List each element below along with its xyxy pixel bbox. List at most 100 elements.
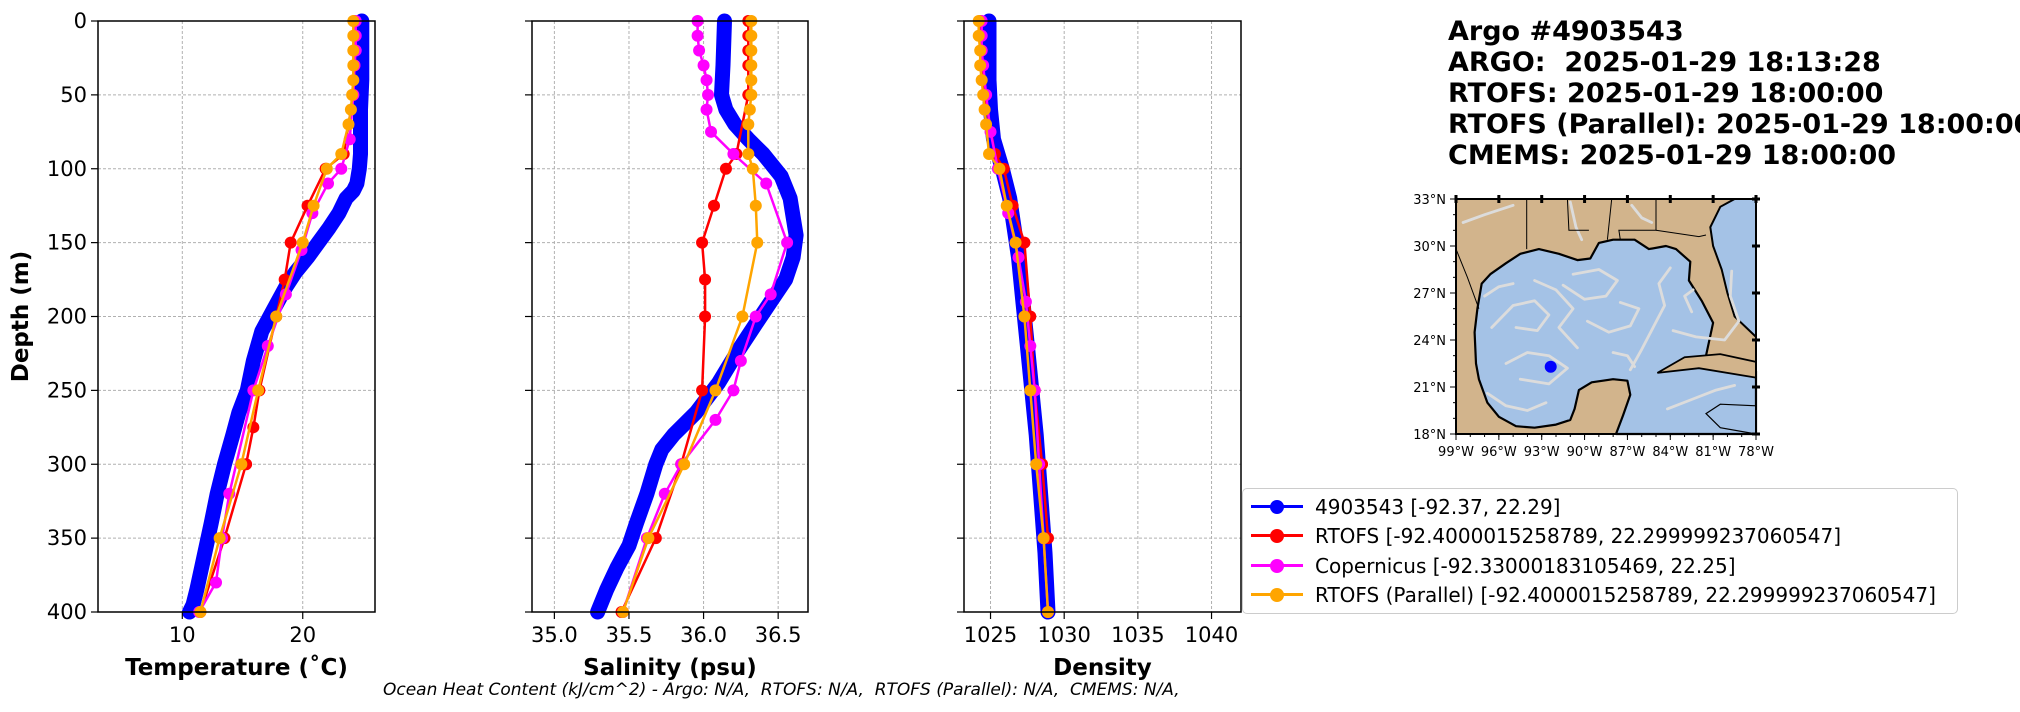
title-line-argo: ARGO: 2025-01-29 18:13:28 [1448,47,1881,78]
data-point-rtofs_parallel [307,199,320,212]
profile-panel-2: 35.0 35.5 36.0 36.5 Salinity (psu) [525,13,809,681]
data-point-rtofs_parallel [742,118,755,131]
data-point-rtofs_parallel [745,44,758,57]
legend-marker [1251,581,1303,609]
data-point-copernicus [702,88,715,101]
data-point-rtofs_parallel [342,118,355,131]
data-point-copernicus [697,59,710,72]
y-tick-label: 250 [47,378,87,402]
x-tick-label: 1030 [1037,623,1090,647]
y-tick-label: 200 [47,305,87,329]
lat-tick-label: 18°N [1413,428,1446,443]
streamline [1586,300,1641,334]
data-point-copernicus [764,288,777,301]
data-point-copernicus [705,125,718,138]
data-point-rtofs_parallel [974,59,987,72]
title-line-cmems: CMEMS: 2025-01-29 18:00:00 [1448,140,1897,171]
x-tick-label: 36.0 [680,623,727,647]
data-point-rtofs [708,199,721,212]
data-point-copernicus [210,576,223,589]
data-point-rtofs_parallel [1009,236,1022,249]
data-point-rtofs_parallel [347,74,360,87]
data-point-rtofs_parallel [347,44,360,57]
data-point-rtofs_parallel [678,458,691,471]
y-tick-label: 300 [47,452,87,476]
streamline [1490,299,1551,333]
profile-panel-1: 0 50 100 150 200 250 300 350 400 10 20 Temperature … [8,9,376,681]
data-point-rtofs_parallel [1030,458,1043,471]
data-point-rtofs_parallel [972,29,985,42]
legend-marker [1251,522,1303,550]
x-tick-label: 36.5 [755,623,802,647]
data-point-rtofs_parallel [346,88,359,101]
data-point-rtofs_parallel [235,458,248,471]
data-point-copernicus [700,103,713,116]
data-point-rtofs_parallel [974,44,987,57]
legend-item-argo: 4903543 [-92.37, 22.29] [1251,493,1560,521]
state-border [1606,198,1613,240]
lon-tick-label: 84°W [1652,445,1688,460]
data-point-rtofs_parallel [751,236,764,249]
legend-item-rtofs: RTOFS [-92.4000015258789, 22.29999923706… [1251,522,1841,550]
data-point-rtofs_parallel [745,74,758,87]
streamline [1561,268,1619,301]
data-point-rtofs_parallel [743,103,756,116]
streamline [1611,351,1636,369]
lat-tick-label: 30°N [1413,240,1446,255]
series-line-argo [590,13,804,620]
data-point-copernicus [335,162,348,175]
lon-tick-label: 96°W [1481,445,1517,460]
lon-tick-label: 93°W [1524,445,1560,460]
ocean-heat-content-note: Ocean Heat Content (kJ/cm^2) - Argo: N/A… [383,680,1180,700]
y-tick-label: 0 [74,9,87,33]
data-point-rtofs_parallel [320,162,333,175]
y-tick-label: 400 [47,600,87,624]
streamline [1483,282,1515,298]
legend-label: RTOFS (Parallel) [-92.4000015258789, 22.… [1315,583,1936,607]
data-point-rtofs_parallel [975,74,988,87]
lon-tick-label: 78°W [1738,445,1774,460]
data-point-rtofs [284,236,297,249]
data-point-copernicus [734,354,747,367]
lat-tick-label: 24°N [1413,334,1446,349]
streamline [1533,279,1579,350]
data-point-rtofs_parallel [978,103,991,116]
lon-tick-label: 99°W [1438,445,1474,460]
x-tick-label: 10 [169,623,196,647]
data-point-copernicus [322,177,335,190]
data-point-rtofs_parallel [335,147,348,160]
lon-tick-label: 90°W [1567,445,1603,460]
streamline [1666,383,1736,411]
data-point-rtofs_parallel [1024,384,1037,397]
data-point-rtofs_parallel [993,162,1006,175]
data-point-rtofs_parallel [213,532,226,545]
data-point-rtofs_parallel [709,384,722,397]
data-point-rtofs_parallel [980,118,993,131]
y-tick-label: 150 [47,231,87,255]
data-point-copernicus [760,177,773,190]
legend-label: RTOFS [-92.4000015258789, 22.29999923706… [1315,524,1842,548]
x-tick-label: 35.5 [606,623,653,647]
y-tick-label: 50 [60,83,87,107]
streamline [1568,200,1584,242]
x-tick-label: 35.0 [531,623,578,647]
title-line-rtofs-parallel: RTOFS (Parallel): 2025-01-29 18:00:00 [1448,109,2020,140]
x-axis-label: Density [1053,655,1152,681]
legend-label: Copernicus [-92.33000183105469, 22.25] [1315,554,1736,578]
data-point-rtofs_parallel [296,236,309,249]
data-point-rtofs [1018,236,1031,249]
title-block: Argo #4903543 ARGO: 2025-01-29 18:13:28 RT… [1448,16,2020,171]
state-border [1455,248,1480,309]
data-point-rtofs_parallel [252,384,265,397]
streamline [1504,351,1569,386]
y-tick-label: 350 [47,526,87,550]
data-point-rtofs_parallel [347,29,360,42]
streamline [1683,288,1695,314]
location-map: 33°N 30°N 27°N 24°N 21°N 18°N 99°W 96°W 93°W 90°W… [1413,193,1774,460]
data-point-rtofs_parallel [745,29,758,42]
title-line-float: Argo #4903543 [1448,16,1684,47]
data-point-copernicus [781,236,794,249]
data-point-rtofs_parallel [344,103,357,116]
profile-panel-3: 1025 1030 1035 1040 Density [957,13,1242,681]
